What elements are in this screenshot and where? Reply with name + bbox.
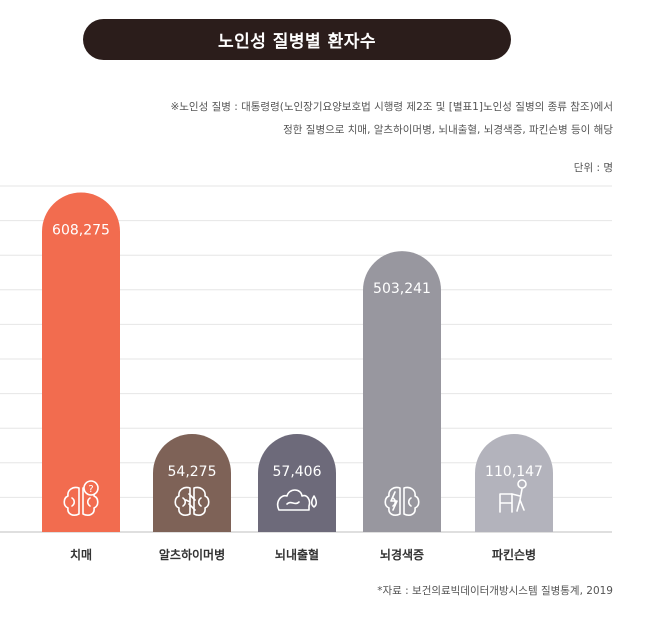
source-note: *자료 : 보건의료빅데이터개방시스템 질병통계, 2019 [377, 585, 613, 597]
data-label: 503,241 [373, 281, 431, 297]
bar [42, 192, 120, 532]
category-label: 치매 [70, 547, 92, 562]
page-title: 노인성 질병별 환자수 [217, 32, 377, 52]
bar [363, 251, 441, 532]
data-label: 608,275 [52, 223, 110, 239]
category-label: 알츠하이머병 [159, 547, 225, 562]
note-line-2: 정한 질병으로 치매, 알츠하이머병, 뇌내출혈, 뇌경색증, 파킨슨병 등이 … [283, 124, 613, 136]
bar [475, 434, 553, 532]
bar [258, 434, 336, 532]
data-label: 110,147 [485, 464, 543, 480]
data-label: 54,275 [168, 464, 217, 480]
data-label: 57,406 [273, 464, 322, 480]
category-label: 파킨슨병 [492, 547, 536, 562]
brain-bleeding-icon [276, 489, 318, 511]
bar [153, 434, 231, 532]
brain-question-icon: ? [63, 480, 99, 516]
walker-icon [499, 479, 527, 513]
category-label: 뇌내출혈 [275, 547, 319, 562]
question-mark-icon: ? [88, 484, 93, 495]
note-line-1: ※노인성 질병 : 대통령령(노인장기요양보호법 시행령 제2조 및 [별표1]… [170, 101, 613, 113]
footnote-definition: ※노인성 질병 : 대통령령(노인장기요양보호법 시행령 제2조 및 [별표1]… [170, 96, 613, 142]
unit-label: 단위 : 명 [573, 162, 613, 174]
brain-lightning-icon [384, 486, 420, 516]
title-banner: 노인성 질병별 환자수 [83, 19, 511, 60]
category-label: 뇌경색증 [380, 547, 424, 562]
brain-icon [174, 486, 210, 516]
